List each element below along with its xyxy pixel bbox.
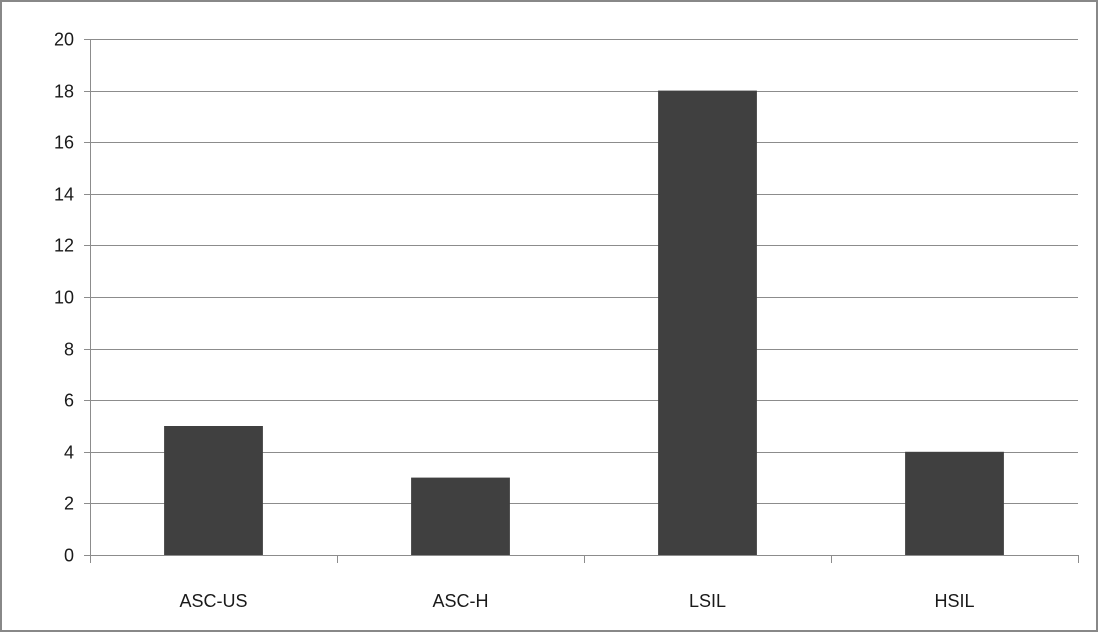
y-tick-label: 6: [64, 391, 74, 411]
axes: [84, 39, 1079, 563]
x-tick-label: ASC-H: [432, 591, 488, 611]
bar-hsil: [905, 451, 1004, 555]
y-axis-tick-labels: 0 2 4 6 8 10 12 14 16 18 20: [54, 30, 74, 566]
y-tick-label: 16: [54, 133, 74, 153]
y-tick-label: 4: [64, 443, 74, 463]
x-axis-tick-labels: ASC-US ASC-H LSIL HSIL: [179, 591, 974, 611]
y-tick-label: 14: [54, 185, 74, 205]
x-tick-label: ASC-US: [179, 591, 247, 611]
bar-lsil: [658, 90, 757, 555]
y-tick-label: 18: [54, 82, 74, 102]
y-tick-label: 0: [64, 546, 74, 566]
bars: [164, 90, 1004, 555]
y-tick-label: 8: [64, 340, 74, 360]
bar-asc-h: [411, 477, 510, 555]
y-tick-label: 12: [54, 236, 74, 256]
x-tick-label: HSIL: [934, 591, 974, 611]
bar-asc-us: [164, 426, 263, 555]
y-tick-label: 20: [54, 30, 74, 50]
y-tick-label: 10: [54, 288, 74, 308]
y-tick-label: 2: [64, 494, 74, 514]
x-tick-label: LSIL: [689, 591, 726, 611]
